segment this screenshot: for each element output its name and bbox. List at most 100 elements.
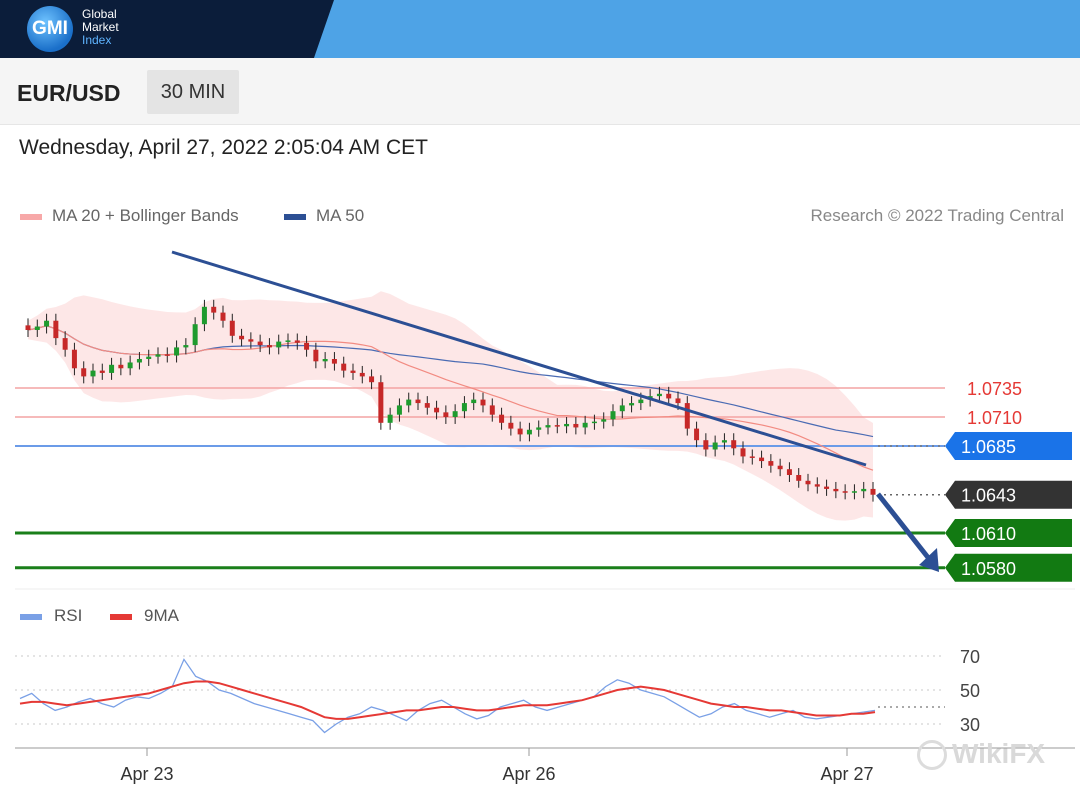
- level-label-1.0685: 1.0685: [961, 437, 1016, 457]
- candle-body: [322, 359, 328, 362]
- candle: [285, 333, 291, 349]
- level-label-1.0580: 1.0580: [961, 559, 1016, 579]
- candle-body: [350, 370, 356, 373]
- candle-body: [192, 324, 198, 346]
- level-label-1.0710: 1.0710: [967, 408, 1022, 428]
- candle: [62, 331, 68, 357]
- candle-body: [136, 359, 142, 363]
- candle: [294, 333, 300, 350]
- logo-text: Global Market Index: [82, 8, 119, 47]
- candle-body: [257, 341, 263, 346]
- rsi-chart: 70 50 30 Apr 23 Apr 26 Apr 27: [15, 647, 1075, 784]
- candle: [694, 421, 700, 448]
- candle: [276, 334, 282, 355]
- legend-ma50: MA 50: [284, 206, 364, 226]
- candle-body: [406, 399, 412, 406]
- candle: [786, 462, 792, 482]
- level-tag-1.0580: [945, 553, 1072, 582]
- candle-body: [424, 403, 430, 408]
- candle: [164, 347, 170, 363]
- candle-body: [211, 306, 217, 313]
- candle: [749, 449, 755, 465]
- candle-body: [675, 398, 681, 404]
- candle-body: [90, 370, 96, 377]
- candle: [526, 422, 532, 442]
- candle-body: [164, 354, 170, 356]
- candle-body: [341, 363, 347, 371]
- candle: [146, 349, 152, 366]
- candle-body: [601, 419, 607, 422]
- candle: [536, 420, 542, 437]
- candle: [341, 356, 347, 378]
- candle: [109, 357, 115, 380]
- candle: [155, 347, 161, 364]
- candle-body: [666, 393, 672, 399]
- candle: [44, 313, 50, 334]
- candle: [229, 313, 235, 343]
- candle: [174, 340, 180, 363]
- candle: [508, 415, 514, 436]
- research-credit: Research © 2022 Trading Central: [810, 206, 1065, 225]
- candle: [619, 398, 625, 419]
- candle: [712, 435, 718, 457]
- candle-body: [740, 448, 746, 457]
- level-label-1.0643: 1.0643: [961, 486, 1016, 506]
- candle: [201, 299, 207, 332]
- candle: [833, 481, 839, 499]
- rsi-tick-50: 50: [960, 681, 980, 701]
- rsi-swatch: [20, 613, 42, 620]
- bollinger-band: [28, 291, 873, 521]
- candle-body: [99, 370, 105, 373]
- candle-body: [629, 403, 635, 406]
- legend-9ma: 9MA: [110, 606, 179, 626]
- gmi-logo[interactable]: GMI: [27, 6, 73, 52]
- legend-ma20-label: MA 20 + Bollinger Bands: [52, 206, 239, 225]
- candle: [53, 313, 59, 346]
- candle: [499, 407, 505, 430]
- candle: [34, 319, 40, 337]
- candle-body: [684, 403, 690, 429]
- candle: [591, 414, 597, 430]
- candle: [239, 328, 245, 347]
- candle: [220, 305, 226, 328]
- candle-body: [220, 312, 226, 321]
- candle-body: [294, 340, 300, 343]
- candle: [313, 342, 319, 369]
- legend-rsi-label: RSI: [54, 606, 83, 625]
- candle: [861, 481, 867, 499]
- candle-body: [239, 335, 245, 340]
- timeframe-button[interactable]: 30 MIN: [147, 70, 239, 114]
- candle-body: [71, 349, 77, 369]
- candle-body: [824, 486, 830, 489]
- candle: [851, 484, 857, 500]
- candle-body: [201, 306, 207, 325]
- candle: [406, 392, 412, 413]
- candle: [90, 363, 96, 384]
- x-tick-label: Apr 26: [502, 764, 555, 784]
- candle: [136, 352, 142, 370]
- candle: [814, 477, 820, 494]
- candle-body: [870, 488, 876, 495]
- candle-body: [396, 405, 402, 415]
- candle-body: [582, 422, 588, 428]
- candle-body: [174, 347, 180, 356]
- candle: [768, 454, 774, 473]
- candle: [99, 363, 105, 380]
- candle-body: [759, 457, 765, 462]
- candle-body: [786, 469, 792, 475]
- candle: [359, 365, 365, 384]
- candle-body: [109, 364, 115, 373]
- candle-body: [573, 423, 579, 428]
- candle: [127, 355, 133, 376]
- candle: [192, 317, 198, 353]
- candle-body: [694, 428, 700, 441]
- candle-body: [276, 341, 282, 348]
- candle-body: [712, 442, 718, 450]
- candle-body: [34, 326, 40, 330]
- candle: [703, 433, 709, 457]
- level-tag-1.0685: [945, 432, 1072, 460]
- candle: [517, 421, 523, 442]
- candle-body: [229, 320, 235, 336]
- level-label-1.0610: 1.0610: [961, 524, 1016, 544]
- candle: [443, 405, 449, 424]
